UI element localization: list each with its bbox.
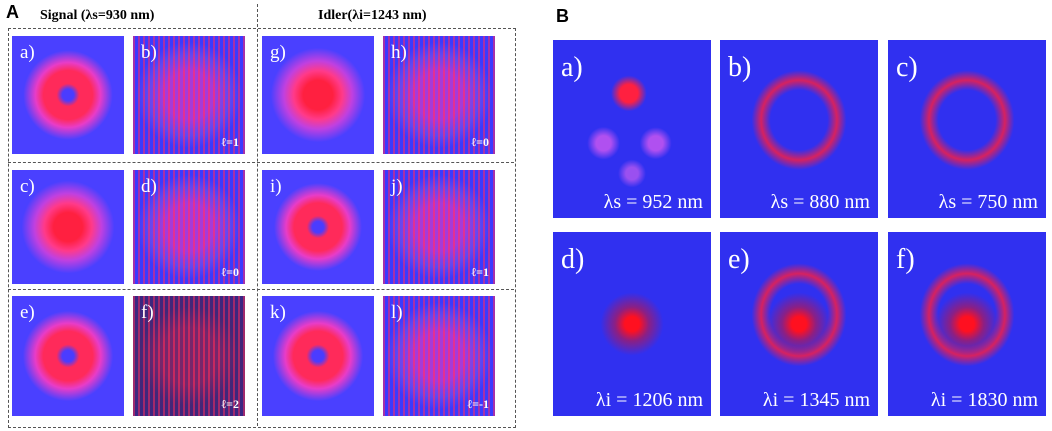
beam-image: f) λi = 1830 nm bbox=[888, 232, 1046, 416]
beam-image: l) ℓ=-1 bbox=[383, 296, 495, 416]
image-label: c) bbox=[896, 52, 918, 83]
divider bbox=[257, 4, 258, 426]
wavelength-label: λi = 1345 nm bbox=[762, 389, 870, 411]
image-label: e) bbox=[20, 302, 35, 323]
beam-image: a) λs = 952 nm bbox=[553, 40, 711, 218]
wavelength-label: λs = 750 nm bbox=[938, 191, 1038, 213]
image-label: h) bbox=[391, 42, 407, 63]
image-label: f) bbox=[896, 244, 915, 275]
image-label: g) bbox=[270, 42, 286, 63]
mode-label: ℓ=2 bbox=[221, 397, 239, 411]
image-label: d) bbox=[141, 176, 157, 197]
wavelength-label: λs = 952 nm bbox=[603, 191, 703, 213]
mode-label: ℓ=1 bbox=[471, 265, 489, 279]
beam-image: d) ℓ=0 bbox=[133, 170, 245, 284]
image-label: i) bbox=[270, 176, 282, 197]
signal-header: Signal (λs=930 nm) bbox=[40, 8, 155, 23]
image-label: j) bbox=[391, 176, 403, 197]
image-label: a) bbox=[561, 52, 583, 83]
image-label: e) bbox=[728, 244, 750, 275]
divider bbox=[8, 289, 514, 290]
beam-image: i) bbox=[262, 170, 374, 284]
beam-image: e) λi = 1345 nm bbox=[720, 232, 878, 416]
beam-image: a) bbox=[12, 36, 124, 154]
image-label: k) bbox=[270, 302, 286, 323]
beam-image: g) bbox=[262, 36, 374, 154]
beam-image: e) bbox=[12, 296, 124, 416]
beam-image: c) λs = 750 nm bbox=[888, 40, 1046, 218]
beam-image: h) ℓ=0 bbox=[383, 36, 495, 154]
mode-label: ℓ=0 bbox=[471, 135, 489, 149]
image-label: c) bbox=[20, 176, 35, 197]
image-label: b) bbox=[141, 42, 157, 63]
idler-header: Idler(λi=1243 nm) bbox=[318, 8, 427, 23]
image-label: a) bbox=[20, 42, 35, 63]
beam-image: b) λs = 880 nm bbox=[720, 40, 878, 218]
mode-label: ℓ=0 bbox=[221, 265, 239, 279]
beam-image: d) λi = 1206 nm bbox=[553, 232, 711, 416]
image-label: f) bbox=[141, 302, 154, 323]
wavelength-label: λi = 1206 nm bbox=[595, 389, 703, 411]
image-label: l) bbox=[391, 302, 403, 323]
mode-label: ℓ=1 bbox=[221, 135, 239, 149]
panel-a-label: A bbox=[6, 2, 19, 22]
wavelength-label: λi = 1830 nm bbox=[930, 389, 1038, 411]
panel-b-label: B bbox=[556, 6, 569, 26]
beam-image: f) ℓ=2 bbox=[133, 296, 245, 416]
mode-label: ℓ=-1 bbox=[467, 397, 489, 411]
divider bbox=[8, 162, 514, 163]
wavelength-label: λs = 880 nm bbox=[770, 191, 870, 213]
image-label: b) bbox=[728, 52, 752, 83]
beam-image: b) ℓ=1 bbox=[133, 36, 245, 154]
frame bbox=[8, 28, 516, 428]
image-label: d) bbox=[561, 244, 585, 275]
beam-image: k) bbox=[262, 296, 374, 416]
beam-image: c) bbox=[12, 170, 124, 284]
beam-image: j) ℓ=1 bbox=[383, 170, 495, 284]
